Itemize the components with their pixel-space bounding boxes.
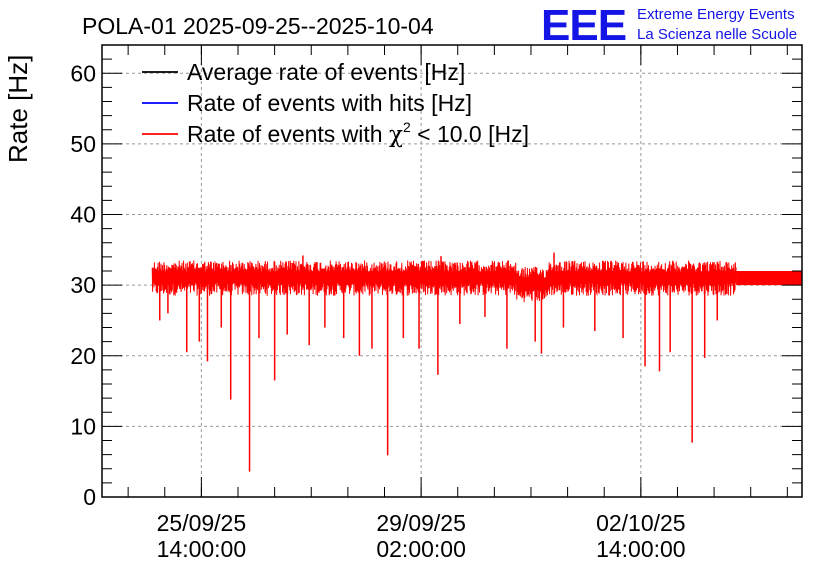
legend: Average rate of events [Hz] Rate of event… — [142, 59, 529, 148]
y-tick-label: 20 — [70, 343, 96, 369]
y-tick-label: 40 — [70, 202, 96, 228]
legend-label-2: Rate of events with χ2 < 10.0 [Hz] — [187, 119, 529, 148]
x-tick-date: 25/09/25 — [157, 510, 247, 536]
x-tick-date: 02/10/25 — [596, 510, 686, 536]
y-tick-label: 0 — [83, 484, 96, 510]
y-tick-label: 50 — [70, 131, 96, 157]
eee-logo-line2: La Scienza nelle Scuole — [637, 26, 797, 43]
y-tick-label: 30 — [70, 272, 96, 298]
eee-logo-mark: EEE — [541, 1, 626, 50]
x-axis: 25/09/2514:00:0029/09/2502:00:0002/10/25… — [127, 45, 788, 562]
y-tick-label: 60 — [70, 60, 96, 86]
x-tick-time: 02:00:00 — [376, 536, 466, 562]
x-tick-time: 14:00:00 — [596, 536, 686, 562]
series-chi2-tail — [736, 271, 802, 286]
series-layer — [151, 252, 802, 472]
x-tick-time: 14:00:00 — [157, 536, 247, 562]
chart-title: POLA-01 2025-09-25--2025-10-04 — [82, 13, 434, 39]
eee-logo: EEE Extreme Energy Events La Scienza nel… — [541, 1, 797, 50]
y-axis-label: Rate [Hz] — [3, 55, 33, 163]
y-tick-label: 10 — [70, 413, 96, 439]
series-chi2-line — [151, 260, 737, 303]
eee-logo-line1: Extreme Energy Events — [637, 6, 795, 23]
x-tick-date: 29/09/25 — [376, 510, 466, 536]
legend-label-1: Rate of events with hits [Hz] — [187, 90, 472, 116]
legend-label-0: Average rate of events [Hz] — [187, 59, 465, 85]
y-axis: 0 10 20 30 40 50 60 — [70, 58, 802, 510]
